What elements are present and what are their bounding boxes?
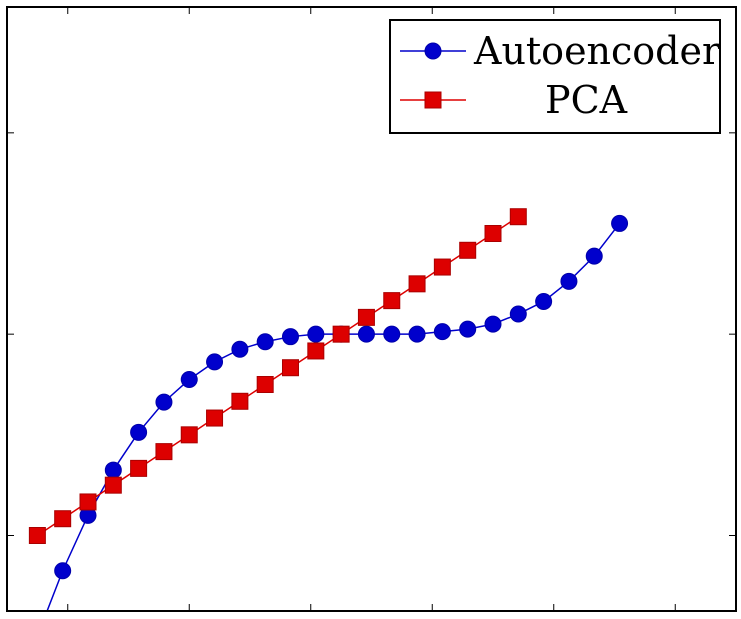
legend-label-pca: PCA bbox=[545, 78, 628, 122]
data-point-pca-19 bbox=[509, 208, 527, 226]
data-point-autoencoder-4 bbox=[130, 423, 148, 441]
legend-marker-pca bbox=[424, 91, 442, 109]
data-point-pca-16 bbox=[433, 258, 451, 276]
data-point-autoencoder-19 bbox=[509, 305, 527, 323]
data-point-autoencoder-14 bbox=[383, 325, 401, 343]
data-point-autoencoder-10 bbox=[281, 328, 299, 346]
data-point-pca-6 bbox=[180, 426, 198, 444]
data-point-pca-7 bbox=[206, 409, 224, 427]
data-point-autoencoder-13 bbox=[357, 325, 375, 343]
data-point-autoencoder-20 bbox=[535, 292, 553, 310]
series-line-autoencoder bbox=[46, 222, 621, 611]
legend-marker-autoencoder bbox=[424, 42, 442, 60]
data-point-autoencoder-23 bbox=[611, 214, 629, 232]
data-point-pca-3 bbox=[104, 476, 122, 494]
legend-label-autoencoder: Autoencoder bbox=[473, 29, 721, 73]
data-point-autoencoder-11 bbox=[307, 325, 325, 343]
data-point-pca-14 bbox=[383, 292, 401, 310]
data-point-pca-2 bbox=[79, 493, 97, 511]
data-point-pca-0 bbox=[28, 527, 46, 544]
data-point-autoencoder-15 bbox=[408, 325, 426, 343]
data-point-autoencoder-6 bbox=[180, 370, 198, 388]
legend-box bbox=[389, 19, 721, 134]
data-point-pca-4 bbox=[130, 459, 148, 477]
data-point-autoencoder-22 bbox=[585, 247, 603, 265]
data-point-pca-11 bbox=[307, 342, 325, 360]
axis-ticks bbox=[7, 7, 736, 611]
data-point-pca-9 bbox=[256, 376, 274, 393]
data-point-pca-17 bbox=[459, 241, 477, 259]
data-point-pca-8 bbox=[231, 392, 249, 410]
legend: Autoencoder PCA bbox=[389, 19, 721, 134]
data-point-autoencoder-9 bbox=[256, 333, 274, 351]
data-point-autoencoder-16 bbox=[433, 323, 451, 341]
data-point-autoencoder-7 bbox=[206, 353, 224, 371]
data-point-autoencoder-3 bbox=[104, 461, 122, 479]
data-point-autoencoder-17 bbox=[459, 320, 477, 338]
data-point-pca-18 bbox=[484, 225, 502, 242]
data-point-pca-5 bbox=[155, 443, 173, 461]
data-point-autoencoder-18 bbox=[484, 315, 502, 333]
data-point-autoencoder-1 bbox=[54, 562, 72, 580]
plot-area bbox=[28, 208, 629, 611]
data-point-pca-13 bbox=[357, 308, 375, 326]
plot-frame bbox=[6, 6, 737, 612]
data-point-autoencoder-21 bbox=[560, 272, 578, 290]
data-point-pca-15 bbox=[408, 275, 426, 293]
data-point-pca-12 bbox=[332, 325, 350, 343]
data-point-autoencoder-8 bbox=[231, 340, 249, 358]
data-point-pca-1 bbox=[54, 510, 72, 528]
data-point-pca-10 bbox=[281, 359, 299, 377]
data-point-autoencoder-5 bbox=[155, 393, 173, 411]
